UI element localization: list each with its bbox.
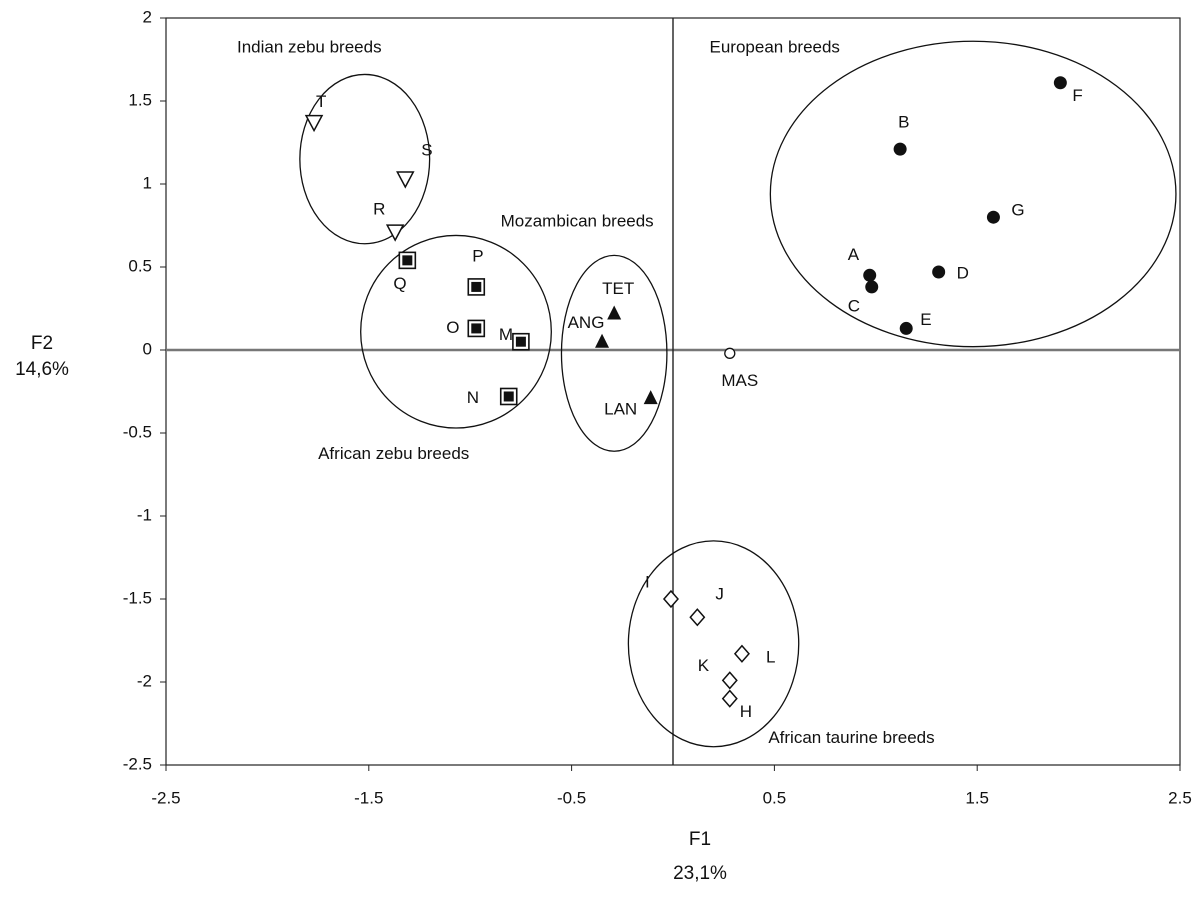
point-marker [304,114,324,133]
y-tick-label: -1 [137,505,152,524]
point-marker [721,689,738,708]
point-label-p: P [472,246,483,265]
group-label-african-taurine-breeds: African taurine breeds [768,728,934,747]
y-tick-label: 2 [143,7,152,26]
point-label-c: C [848,296,860,315]
point-marker-inner [515,336,526,347]
group-ellipse-mozambican-breeds [560,254,668,452]
point-label-r: R [373,200,385,219]
group-label-mozambican-breeds: Mozambican breeds [501,212,654,231]
x-tick-label: -0.5 [557,788,586,807]
y-axis-percent: 14,6% [15,359,69,380]
group-label-indian-zebu-breeds: Indian zebu breeds [237,37,382,56]
point-label-e: E [920,310,931,329]
y-tick-label: 1.5 [128,90,152,109]
y-axis-label: F2 [30,333,54,354]
point-marker-inner [471,323,482,334]
point-label-o: O [446,318,459,337]
point-marker [899,321,913,335]
point-marker [662,589,679,609]
point-marker [643,390,658,405]
y-tick-label: 0.5 [128,256,152,275]
point-label-lan: LAN [604,400,637,419]
point-label-s: S [421,141,432,160]
y-tick-label: -1.5 [123,588,152,607]
point-label-f: F [1072,86,1082,105]
point-label-h: H [740,702,752,721]
point-marker [595,333,610,348]
point-marker [396,171,415,189]
point-marker [863,268,877,282]
point-marker [724,347,736,359]
point-label-mas: MAS [721,371,758,390]
y-tick-label: 0 [143,339,152,358]
point-marker [932,265,946,279]
group-ellipse-african-taurine-breeds [627,540,800,748]
x-axis-percent: 23,1% [673,863,727,884]
y-tick-label: -2 [137,671,152,690]
point-label-tet: TET [602,279,634,298]
point-marker [733,644,750,663]
point-label-ang: ANG [568,313,605,332]
point-label-b: B [898,113,909,132]
x-tick-label: -1.5 [354,788,383,807]
x-tick-label: -2.5 [151,788,180,807]
point-label-j: J [715,585,724,604]
point-label-n: N [467,388,479,407]
point-marker-inner [503,391,514,402]
point-marker [1053,76,1067,90]
point-label-q: Q [393,274,406,293]
x-tick-label: 0.5 [763,788,787,807]
group-ellipse-indian-zebu-breeds [299,73,431,245]
x-axis-label: F1 [688,829,712,850]
point-marker [893,142,907,156]
point-marker-inner [402,255,413,266]
point-label-t: T [316,92,326,111]
point-label-m: M [499,325,513,344]
point-label-g: G [1011,201,1024,220]
point-label-a: A [848,245,860,264]
group-ellipse-european-breeds [769,40,1177,348]
y-tick-label: 1 [143,173,152,192]
group-label-african-zebu-breeds: African zebu breeds [318,444,469,463]
point-label-k: K [698,656,710,675]
x-tick-label: 2.5 [1168,788,1192,807]
point-marker [689,608,706,627]
point-marker [607,305,622,320]
point-label-d: D [957,263,969,282]
y-tick-label: -2.5 [123,754,152,773]
point-marker [865,280,879,294]
point-label-i: I [645,572,650,591]
y-axis-title: F2 14,6% [0,332,84,382]
group-label-european-breeds: European breeds [710,37,840,56]
group-ellipse-african-zebu-breeds [360,234,552,429]
point-marker [721,671,738,690]
y-tick-label: -0.5 [123,422,152,441]
point-marker [986,210,1000,224]
x-tick-label: 1.5 [965,788,989,807]
point-label-l: L [766,647,775,666]
x-axis-title: F1 23,1% [600,828,800,886]
point-marker [385,224,405,242]
point-marker-inner [471,281,482,292]
